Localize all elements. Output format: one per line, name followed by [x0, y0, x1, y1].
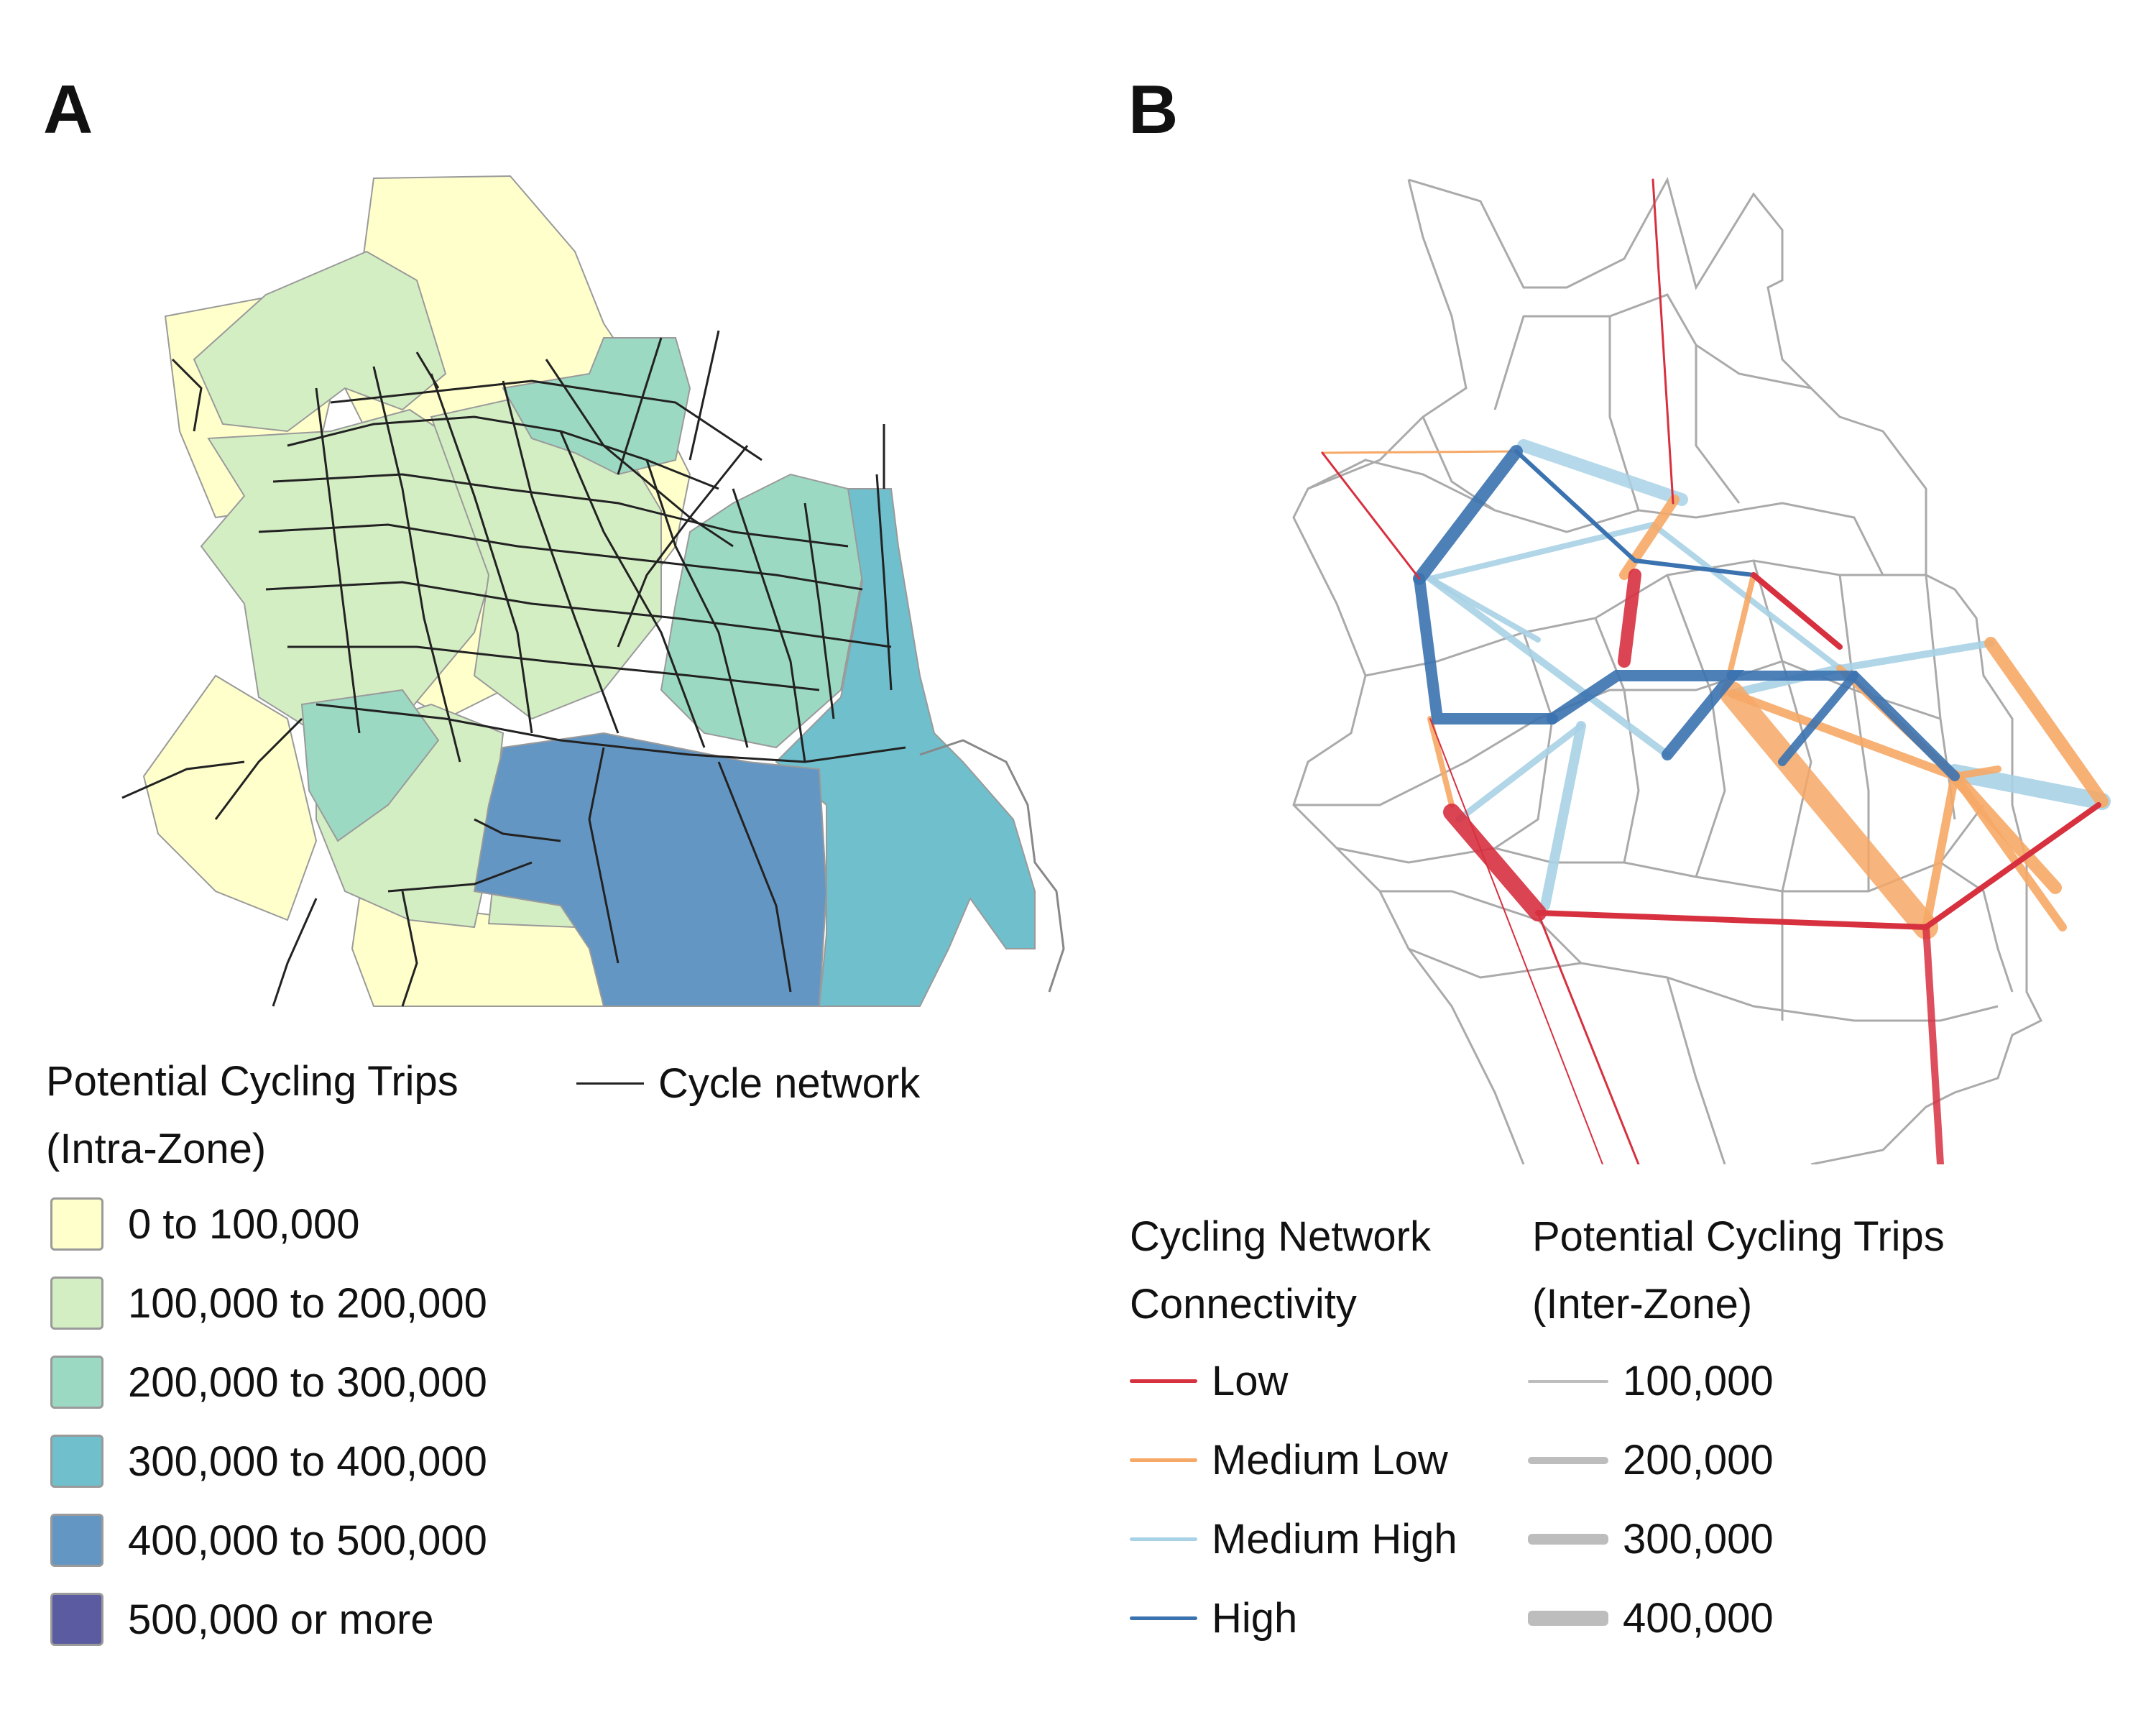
link-medium-high	[1540, 721, 1586, 911]
link-low	[1429, 718, 1603, 1164]
panel-b-label: B	[1128, 71, 1179, 148]
panel-a-label: A	[43, 71, 93, 148]
link-low	[1535, 802, 2101, 931]
connectivity-medium-high-label: Medium High	[1212, 1516, 1457, 1563]
trips-400k-label: 400,000	[1623, 1595, 1774, 1642]
link-high	[1413, 445, 1523, 585]
panel-b-map	[1292, 176, 2111, 1164]
link-low	[1321, 451, 1421, 580]
link-high	[1547, 670, 1744, 760]
link-medium-low	[1427, 716, 1455, 808]
link-medium-low	[1984, 637, 2109, 808]
class-1-row: 100,000 to 200,000	[50, 1275, 487, 1331]
class-4-row: 400,000 to 500,000	[50, 1512, 487, 1568]
connectivity-low-row: Low	[1130, 1357, 1288, 1405]
zone-blue-south	[473, 732, 828, 1007]
trips-400k-line	[1528, 1611, 1608, 1626]
trips-300k-label: 300,000	[1623, 1516, 1774, 1563]
class-2-label: 200,000 to 300,000	[128, 1358, 487, 1406]
class-0-swatch	[50, 1197, 103, 1251]
link-low	[1751, 572, 1843, 650]
trips-400k-row: 400,000	[1528, 1594, 1774, 1642]
cycle-network-key-line	[576, 1082, 644, 1085]
connectivity-medium-high-row: Medium High	[1130, 1515, 1457, 1563]
link-low	[1618, 569, 1641, 668]
port-outline	[919, 739, 1065, 993]
cycle-network-key: Cycle network	[576, 1059, 920, 1108]
link-high	[1633, 558, 1756, 577]
connectivity-medium-low-line	[1130, 1458, 1197, 1462]
connectivity-low-line	[1130, 1379, 1197, 1383]
zone-southwest-yellow	[142, 674, 318, 921]
connectivity-links	[1321, 178, 2111, 1164]
class-0-label: 0 to 100,000	[128, 1200, 360, 1248]
class-3-row: 300,000 to 400,000	[50, 1433, 487, 1489]
link-medium-low	[1720, 681, 1938, 939]
class-5-label: 500,000 or more	[128, 1596, 434, 1643]
class-0-row: 0 to 100,000	[50, 1196, 360, 1252]
cycle-network	[121, 330, 906, 1007]
link-medium-high	[1455, 722, 1585, 823]
link-medium-low	[1922, 772, 1959, 932]
cycle-network-key-label: Cycle network	[658, 1060, 921, 1107]
link-medium-low	[1619, 494, 1680, 580]
trips-300k-line	[1528, 1534, 1608, 1545]
connectivity-low-label: Low	[1212, 1358, 1289, 1404]
zone-mint-west	[300, 689, 440, 842]
class-1-label: 100,000 to 200,000	[128, 1279, 487, 1327]
connectivity-high-label: High	[1212, 1595, 1298, 1642]
panel-a-legend-title: Potential Cycling Trips (Intra-Zone)	[46, 1058, 459, 1172]
class-4-swatch	[50, 1514, 103, 1567]
connectivity-medium-low-label: Medium Low	[1212, 1437, 1448, 1484]
link-medium-high	[1946, 764, 2111, 810]
zone-mint-north	[502, 337, 691, 476]
link-low	[1922, 924, 1944, 1164]
zone-green-northwest	[193, 250, 447, 433]
trips-300k-row: 300,000	[1528, 1515, 1774, 1563]
trips-200k-line	[1528, 1456, 1608, 1464]
connectivity-medium-high-line	[1130, 1537, 1197, 1541]
link-medium-low	[1321, 450, 1518, 454]
link-medium-high	[1836, 640, 1994, 672]
class-1-swatch	[50, 1276, 103, 1330]
class-2-swatch	[50, 1356, 103, 1409]
connectivity-high-row: High	[1130, 1594, 1297, 1642]
trips-200k-row: 200,000	[1528, 1436, 1774, 1484]
link-medium-high	[1427, 575, 1671, 758]
link-low	[1537, 911, 1640, 1164]
link-high	[1778, 671, 1858, 766]
class-3-swatch	[50, 1435, 103, 1488]
class-2-row: 200,000 to 300,000	[50, 1354, 487, 1410]
connectivity-medium-low-row: Medium Low	[1130, 1436, 1448, 1484]
class-4-label: 400,000 to 500,000	[128, 1517, 487, 1564]
connectivity-high-line	[1130, 1616, 1197, 1620]
panel-a-map	[121, 175, 1065, 1007]
trips-100k-row: 100,000	[1528, 1357, 1774, 1405]
link-low	[1651, 178, 1674, 505]
trips-100k-label: 100,000	[1623, 1358, 1774, 1404]
link-medium-high	[1517, 439, 1688, 506]
link-low	[1443, 804, 1547, 921]
link-high	[1414, 573, 1558, 724]
trips-legend-title: Potential Cycling Trips (Inter-Zone)	[1532, 1213, 1945, 1328]
class-5-row: 500,000 or more	[50, 1591, 434, 1647]
trips-200k-label: 200,000	[1623, 1437, 1774, 1484]
connectivity-legend-title: Cycling Network Connectivity	[1130, 1213, 1431, 1328]
link-high	[1514, 449, 1637, 563]
class-5-swatch	[50, 1593, 103, 1646]
class-3-label: 300,000 to 400,000	[128, 1438, 487, 1485]
trips-100k-line	[1528, 1379, 1608, 1383]
